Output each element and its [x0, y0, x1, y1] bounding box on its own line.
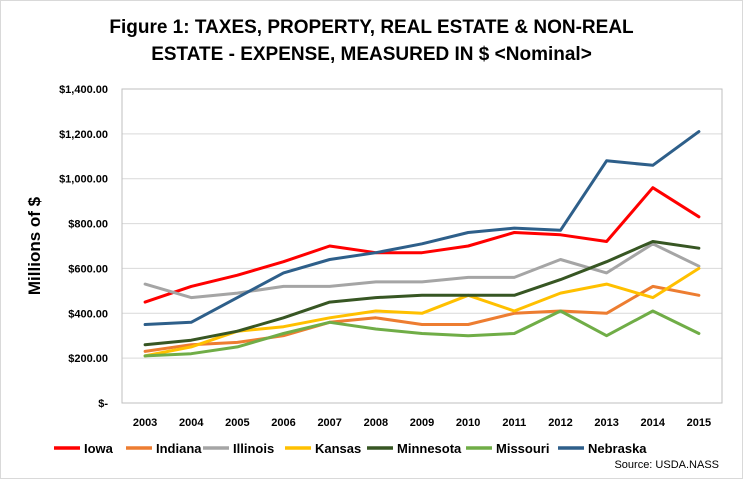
x-tick-labels: 2003 2004 2005 2006 2007 2008 2009 2010 2011 2012… — [133, 417, 711, 429]
series-line-illinois — [143, 242, 701, 300]
series-line-nebraska — [143, 130, 701, 326]
legend: Iowa Indiana Illinois Kansas Minnesota Missou… — [54, 441, 647, 456]
series-lines — [143, 130, 701, 358]
x-tick-label: 2005 — [225, 417, 249, 429]
x-tick-label: 2011 — [502, 417, 526, 429]
y-tick-label: $1,400.00 — [59, 84, 108, 96]
x-tick-label: 2013 — [594, 417, 618, 429]
x-tick-label: 2009 — [410, 417, 434, 429]
series-line-indiana — [143, 284, 701, 353]
y-tick-label: $600.00 — [68, 263, 108, 275]
legend-label: Nebraska — [588, 441, 647, 456]
x-tick-label: 2014 — [641, 417, 666, 429]
y-tick-label: $400.00 — [68, 308, 108, 320]
legend-label: Indiana — [156, 441, 202, 456]
x-tick-label: 2012 — [548, 417, 572, 429]
gridlines — [122, 88, 722, 359]
legend-label: Missouri — [496, 441, 549, 456]
series-line-iowa — [143, 186, 701, 304]
y-tick-label: $1,200.00 — [59, 129, 108, 141]
source-note: Source: USDA.NASS — [614, 459, 719, 471]
legend-label: Minnesota — [397, 441, 462, 456]
chart-title: Figure 1: TAXES, PROPERTY, REAL ESTATE &… — [0, 14, 743, 68]
x-tick-label: 2004 — [179, 417, 204, 429]
x-tick-label: 2008 — [364, 417, 388, 429]
legend-label: Iowa — [84, 441, 114, 456]
y-tick-label: $1,000.00 — [59, 174, 108, 186]
legend-label: Illinois — [233, 441, 274, 456]
x-tick-label: 2015 — [687, 417, 711, 429]
series-line-missouri — [143, 309, 701, 358]
legend-label: Kansas — [315, 441, 361, 456]
x-tick-label: 2007 — [317, 417, 341, 429]
y-axis-label: Millions of $ — [25, 196, 44, 295]
x-tick-label: 2003 — [133, 417, 157, 429]
y-tick-labels: $- $200.00 $400.00 $600.00 $800.00 $1,000.00 $… — [59, 84, 108, 410]
plot-area — [121, 88, 723, 404]
y-tick-label: $- — [98, 398, 108, 410]
chart-title-line-2: ESTATE - EXPENSE, MEASURED IN $ <Nominal… — [151, 44, 592, 65]
y-tick-label: $800.00 — [68, 219, 108, 231]
y-tick-label: $200.00 — [68, 353, 108, 365]
chart-title-line-1: Figure 1: TAXES, PROPERTY, REAL ESTATE &… — [109, 17, 634, 38]
x-tick-label: 2006 — [271, 417, 295, 429]
x-tick-label: 2010 — [456, 417, 480, 429]
series-line-minnesota — [143, 240, 701, 347]
